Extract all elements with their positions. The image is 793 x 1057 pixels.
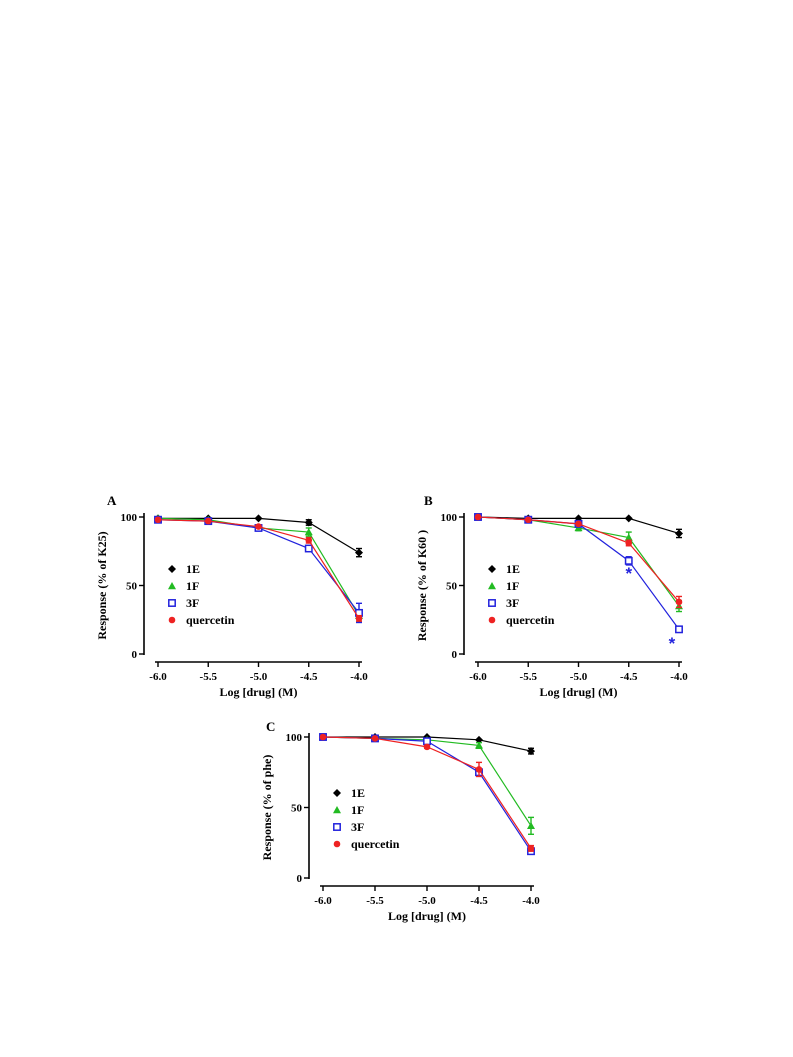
panel-b-x-tick-label: -6.0 [469, 671, 487, 683]
panel-a-legend-marker-3f [168, 599, 176, 607]
panel-c-letter: C [266, 719, 275, 734]
panel-c-legend-label-1f: 1F [351, 803, 364, 817]
panel-a-series-quercetin-point [204, 517, 212, 525]
panel-b-legend-label-3f: 3F [506, 596, 519, 610]
panel-a-x-axis-title: Log [drug] (M) [220, 685, 298, 699]
panel-c-y-axis-title: Response (% of phe) [260, 755, 274, 861]
panel-c-legend-label-1e: 1E [351, 786, 365, 800]
panel-b-series-quercetin-point [575, 520, 582, 528]
panel-b-series-quercetin-point [524, 516, 532, 524]
panel-b-series-3f-point [675, 625, 683, 634]
panel-b-series-quercetin-point [474, 513, 482, 521]
panel-c-legend-marker-quercetin [333, 840, 341, 848]
panel-b-chart: B 0 50 100 -6.0 -5.5 -5.0 -4.5 -4.0 Log [drug] (M… [415, 493, 688, 699]
panel-c-legend: 1E 1F 3F quercetin [333, 786, 400, 851]
panel-a-legend-marker-quercetin [168, 616, 176, 624]
panel-a-series-3f-point [304, 544, 313, 553]
panel-a-y-tick-label: 50 [126, 581, 138, 593]
panel-b-legend-marker-quercetin [488, 616, 496, 624]
panel-a-legend-marker-1f [168, 582, 176, 590]
panel-c-x-axis-title: Log [drug] (M) [388, 909, 466, 923]
panel-a-legend-label-quercetin: quercetin [186, 613, 235, 627]
panel-c-series-1e-point [527, 747, 535, 756]
panel-c-series-1e-point [475, 735, 483, 744]
panel-a-chart: A 0 50 100 -6.0 -5.5 -5.0 -4.5 -4.0 Log [drug] (M… [95, 493, 368, 699]
panel-a-legend: 1E 1F 3F quercetin [168, 562, 235, 627]
panel-c-x-tick-label: -5.5 [366, 895, 384, 907]
panel-b-y-tick-label: 50 [446, 581, 458, 593]
panel-b-x-tick-label: -4.5 [620, 671, 638, 683]
panel-a-x-tick-label: -5.5 [200, 671, 218, 683]
panel-a-legend-label-1e: 1E [186, 562, 200, 576]
panel-c-legend-label-3f: 3F [351, 820, 364, 834]
panel-b-series-1f-point [624, 533, 633, 541]
panel-b-series-quercetin-point [625, 539, 633, 547]
panel-c-series-3f-point [423, 737, 431, 746]
panel-b-y-tick-label: 100 [441, 512, 458, 524]
panel-b-legend-marker-1f [488, 582, 496, 590]
panel-b-series-1e-point [675, 529, 683, 538]
panel-b-significance-star: * [669, 634, 676, 653]
panel-c-series-quercetin-point [475, 766, 483, 773]
panel-a-series-quercetin [154, 516, 363, 622]
panel-a-series-quercetin-point [305, 536, 313, 544]
panel-a-x-tick-label: -5.0 [250, 671, 268, 683]
panel-b-series-quercetin [474, 513, 683, 609]
panel-c-legend-marker-1e [333, 789, 341, 797]
panel-a-y-tick-label: 100 [121, 512, 138, 524]
panel-a-y-axis-title: Response (% of K25) [95, 531, 109, 639]
panel-b-legend-marker-1e [488, 565, 496, 573]
panel-a-x-tick-label: -6.0 [149, 671, 167, 683]
panel-c-y-tick-label: 50 [291, 803, 303, 815]
panel-a-series-1e-point [254, 514, 263, 523]
panel-a-series-quercetin-point [154, 516, 162, 524]
panel-c-series-1f-point [527, 821, 535, 830]
panel-b-significance-star: * [625, 564, 632, 583]
panel-a-series-quercetin-point [255, 523, 262, 530]
panel-c-series-quercetin-point [319, 733, 327, 741]
panel-c-legend-marker-3f [333, 823, 341, 831]
panel-c-series-quercetin-point [423, 743, 431, 751]
panel-a-series-1f-point [304, 528, 313, 536]
panel-c-series-quercetin-point [527, 845, 535, 852]
panel-c-series-quercetin-point [371, 735, 379, 742]
panel-a-legend-label-1f: 1F [186, 579, 199, 593]
panel-a-series-1e-point [355, 548, 363, 557]
panel-b-series-quercetin-point [675, 598, 683, 606]
panel-c-y-tick-label: 100 [286, 732, 303, 744]
panel-b-legend: 1E 1F 3F quercetin [488, 562, 555, 627]
panel-c-x-tick-label: -5.0 [418, 895, 436, 907]
panel-a-x-tick-label: -4.5 [300, 671, 318, 683]
panel-b-letter: B [424, 493, 433, 508]
panel-c-series-quercetin [319, 733, 535, 852]
panel-a-legend-label-3f: 3F [186, 596, 199, 610]
panel-b-x-tick-label: -5.0 [570, 671, 588, 683]
panel-b-legend-label-quercetin: quercetin [506, 613, 555, 627]
panel-a-series-1e-point [304, 518, 313, 527]
panel-c-chart: C 0 50 100 -6.0 -5.5 -5.0 -4.5 -4.0 Log [drug] (M… [260, 719, 540, 923]
panel-b-legend-label-1f: 1F [506, 579, 519, 593]
panel-b-x-tick-label: -4.0 [670, 671, 688, 683]
panel-c-x-tick-label: -6.0 [314, 895, 332, 907]
panel-b-x-tick-label: -5.5 [520, 671, 538, 683]
panel-b-series-1e-point [624, 514, 633, 523]
panel-b-legend-marker-3f [488, 599, 496, 607]
panel-b-legend-label-1e: 1E [506, 562, 520, 576]
panel-a-x-tick-label: -4.0 [350, 671, 368, 683]
panel-a-legend-marker-1e [168, 565, 176, 573]
panel-b-series-3f-point [624, 556, 633, 565]
panel-a-series-quercetin-point [355, 615, 363, 622]
panel-c-x-tick-label: -4.5 [470, 895, 488, 907]
panel-a-letter: A [107, 493, 117, 508]
panel-b-x-axis-title: Log [drug] (M) [540, 685, 618, 699]
panel-c-series-1f-point [475, 741, 483, 749]
panel-c-y-tick-label: 0 [297, 873, 303, 885]
panel-b-y-axis-title: Response (% of K60 ) [415, 530, 429, 641]
panel-c-legend-label-quercetin: quercetin [351, 837, 400, 851]
panel-c-x-tick-label: -4.0 [522, 895, 540, 907]
panel-b-y-tick-label: 0 [452, 649, 458, 661]
panel-c-legend-marker-1f [333, 806, 341, 814]
panel-a-y-tick-label: 0 [132, 649, 138, 661]
